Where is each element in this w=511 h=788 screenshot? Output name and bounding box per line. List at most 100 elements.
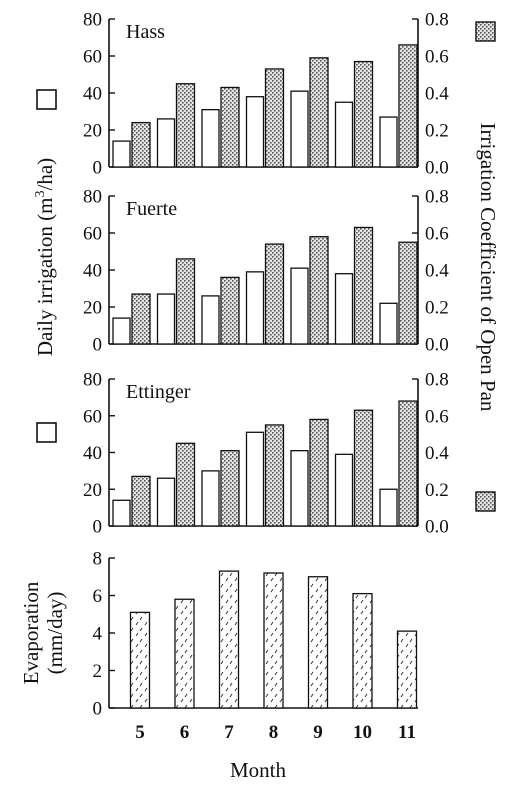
left-tick-label: 60 xyxy=(83,47,102,68)
bars-layer xyxy=(112,44,418,709)
right-tick-label: 0.4 xyxy=(425,443,449,464)
bar-daily-irrigation xyxy=(201,470,220,527)
month-tick-label: 7 xyxy=(224,722,234,743)
bar-daily-irrigation xyxy=(379,116,398,168)
legend-open-square-top xyxy=(36,89,57,110)
panel-title: Ettinger xyxy=(126,381,191,403)
right-tick-label: 0.2 xyxy=(425,480,449,501)
month-tick-label: 10 xyxy=(353,722,372,743)
evap-tick-label: 4 xyxy=(93,624,103,645)
left-tick-label: 40 xyxy=(83,443,102,464)
bar-daily-irrigation xyxy=(112,140,131,168)
bar-irrigation-coefficient xyxy=(131,293,151,345)
month-tick-label: 8 xyxy=(269,722,279,743)
month-tick-label: 9 xyxy=(313,722,323,743)
bar-irrigation-coefficient xyxy=(309,57,329,168)
evap-tick-label: 8 xyxy=(93,549,103,570)
bar-evaporation xyxy=(129,611,151,709)
bar-daily-irrigation xyxy=(290,267,309,345)
bar-evaporation xyxy=(307,576,329,709)
bar-evaporation xyxy=(218,570,240,709)
bar-irrigation-coefficient xyxy=(353,409,374,527)
bar-irrigation-coefficient xyxy=(131,121,151,168)
x-axis-title: Month xyxy=(230,758,287,782)
month-tick-label: 6 xyxy=(180,722,190,743)
left-tick-label: 80 xyxy=(83,10,102,31)
bar-daily-irrigation xyxy=(112,317,131,345)
bar-daily-irrigation xyxy=(334,273,354,345)
bar-irrigation-coefficient xyxy=(398,400,418,527)
bar-irrigation-coefficient xyxy=(264,243,285,345)
panel-title: Fuerte xyxy=(126,198,177,220)
right-tick-label: 0.8 xyxy=(425,10,449,31)
bar-evaporation xyxy=(396,630,418,709)
right-tick-label: 0.0 xyxy=(425,517,449,538)
bar-irrigation-coefficient xyxy=(131,475,151,527)
bar-irrigation-coefficient xyxy=(175,258,196,345)
bar-irrigation-coefficient xyxy=(220,450,240,527)
bar-daily-irrigation xyxy=(156,477,176,527)
evap-axis-title-line1: Evaporation xyxy=(19,581,43,684)
bar-irrigation-coefficient xyxy=(353,226,374,345)
evap-tick-label: 2 xyxy=(93,661,103,682)
legend-open-square-bottom xyxy=(36,422,57,443)
bar-evaporation xyxy=(352,592,373,709)
right-tick-label: 0.6 xyxy=(425,406,449,427)
bar-daily-irrigation xyxy=(245,96,265,168)
left-tick-label: 0 xyxy=(93,517,103,538)
bar-irrigation-coefficient xyxy=(398,241,418,345)
panel-title: Hass xyxy=(126,21,165,43)
bar-irrigation-coefficient xyxy=(175,442,196,527)
left-tick-label: 60 xyxy=(83,224,102,245)
left-tick-label: 40 xyxy=(83,261,102,282)
right-tick-label: 0.8 xyxy=(425,187,449,208)
left-tick-label: 0 xyxy=(93,335,103,356)
bar-daily-irrigation xyxy=(290,450,309,527)
left-tick-label: 20 xyxy=(83,121,102,142)
right-tick-label: 0.2 xyxy=(425,298,449,319)
legend-stippled-square-bottom xyxy=(475,491,496,512)
bar-daily-irrigation xyxy=(334,101,354,168)
left-tick-label: 80 xyxy=(83,370,102,391)
bar-daily-irrigation xyxy=(334,453,354,527)
bar-daily-irrigation xyxy=(201,109,220,168)
bar-irrigation-coefficient xyxy=(220,276,240,345)
y-axis-title-left: Daily irrigation (m3/ha) xyxy=(33,158,57,356)
bar-daily-irrigation xyxy=(112,499,131,527)
bar-irrigation-coefficient xyxy=(264,424,285,527)
bar-irrigation-coefficient xyxy=(309,418,329,527)
month-tick-label: 5 xyxy=(135,722,145,743)
right-tick-label: 0.6 xyxy=(425,47,449,68)
right-tick-label: 0.4 xyxy=(425,261,449,282)
left-tick-label: 40 xyxy=(83,84,102,105)
labels-layer: Daily irrigation (m3/ha) Irrigation Coeff… xyxy=(19,10,500,783)
bar-irrigation-coefficient xyxy=(175,83,196,168)
evap-axis-title-line2: (mm/day) xyxy=(43,592,67,675)
bar-irrigation-coefficient xyxy=(264,68,285,168)
bar-irrigation-coefficient xyxy=(353,60,374,168)
bar-daily-irrigation xyxy=(156,293,176,345)
left-tick-label: 60 xyxy=(83,406,102,427)
bar-irrigation-coefficient xyxy=(398,44,418,168)
month-tick-label: 11 xyxy=(398,722,416,743)
evap-tick-label: 0 xyxy=(93,699,103,720)
bar-evaporation xyxy=(263,572,284,709)
left-tick-label: 20 xyxy=(83,298,102,319)
bar-daily-irrigation xyxy=(201,295,220,345)
left-tick-label: 80 xyxy=(83,187,102,208)
bar-daily-irrigation xyxy=(156,118,176,168)
evap-tick-label: 6 xyxy=(93,586,103,607)
right-tick-label: 0.0 xyxy=(425,335,449,356)
right-tick-label: 0.8 xyxy=(425,370,449,391)
bar-irrigation-coefficient xyxy=(220,86,240,168)
right-tick-label: 0.0 xyxy=(425,158,449,179)
left-tick-label: 0 xyxy=(93,158,103,179)
bar-daily-irrigation xyxy=(379,302,398,345)
right-tick-label: 0.6 xyxy=(425,224,449,245)
bar-daily-irrigation xyxy=(245,431,265,527)
y-axis-title-right: Irrigation Coefficient of Open Pan xyxy=(476,123,500,412)
bar-daily-irrigation xyxy=(379,488,398,527)
legend-stippled-square-top xyxy=(475,21,496,42)
right-tick-label: 0.4 xyxy=(425,84,449,105)
bar-evaporation xyxy=(174,598,195,709)
